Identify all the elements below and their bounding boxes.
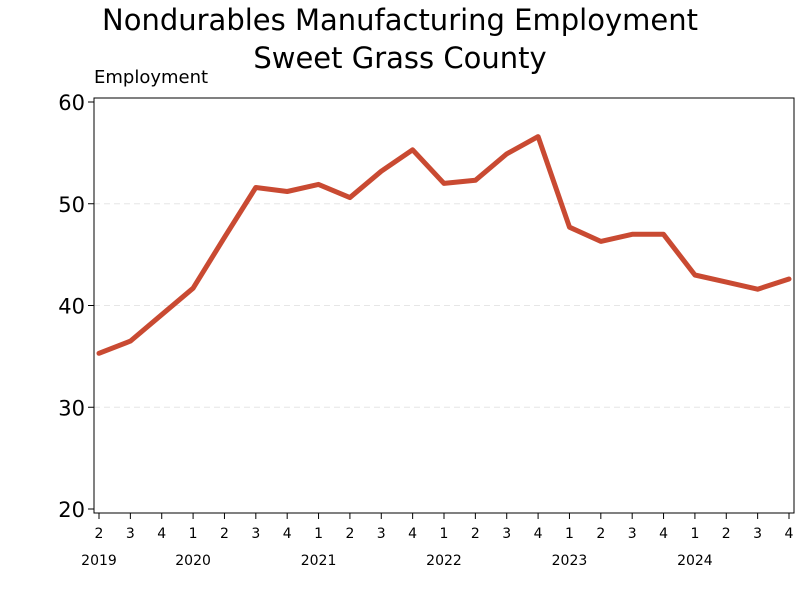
x-tick-label-quarter: 3 <box>251 526 260 542</box>
x-tick-label-quarter: 3 <box>377 526 386 542</box>
x-tick-label-quarter: 4 <box>408 526 417 542</box>
data-point <box>349 197 351 199</box>
data-point <box>568 226 570 228</box>
x-tick-label-quarter: 2 <box>722 526 731 542</box>
x-tick-label-quarter: 2 <box>345 526 354 542</box>
x-tick-label-quarter: 1 <box>440 526 449 542</box>
data-point <box>129 340 131 342</box>
x-tick-label-quarter: 2 <box>95 526 104 542</box>
x-tick-label-year: 2020 <box>175 553 211 569</box>
x-tick-label-quarter: 3 <box>502 526 511 542</box>
x-tick-label-quarter: 1 <box>314 526 323 542</box>
x-tick-label-year: 2021 <box>301 553 337 569</box>
x-tick-label-quarter: 1 <box>565 526 574 542</box>
x-tick-label-quarter: 4 <box>659 526 668 542</box>
y-axis: 20 30 40 50 60 <box>58 91 94 522</box>
x-tick-label-quarter: 3 <box>753 526 762 542</box>
data-point <box>98 352 100 354</box>
data-point <box>255 186 257 188</box>
x-axis: 2 3 4 1 2 3 4 1 2 3 4 1 2 3 4 1 2 3 4 1 2 3 4 2019 2020 2021 2022 2… <box>81 513 794 569</box>
x-tick-label-quarter: 3 <box>126 526 135 542</box>
data-point <box>757 288 759 290</box>
data-point <box>443 182 445 184</box>
data-point <box>788 278 790 280</box>
data-point <box>631 233 633 235</box>
data-point <box>506 153 508 155</box>
gridlines <box>94 203 794 408</box>
x-tick-label-quarter: 3 <box>628 526 637 542</box>
x-tick-label-quarter: 4 <box>283 526 292 542</box>
data-point <box>694 274 696 276</box>
x-tick-label-quarter: 4 <box>534 526 543 542</box>
y-tick-label: 60 <box>58 91 85 115</box>
x-tick-label-quarter: 4 <box>785 526 794 542</box>
x-tick-label-quarter: 2 <box>596 526 605 542</box>
data-point <box>286 191 288 193</box>
data-point <box>537 136 539 138</box>
chart-subtitle: Sweet Grass County <box>253 41 547 75</box>
data-point <box>600 240 602 242</box>
x-tick-label-year: 2019 <box>81 553 117 569</box>
data-point <box>223 236 225 238</box>
x-tick-label-year: 2024 <box>677 553 713 569</box>
x-tick-label-quarter: 2 <box>220 526 229 542</box>
series-line <box>96 134 792 356</box>
data-point <box>192 287 194 289</box>
data-point <box>663 233 665 235</box>
series-layer <box>96 134 792 356</box>
data-point <box>725 281 727 283</box>
y-tick-label: 50 <box>58 193 85 217</box>
x-tick-label-quarter: 2 <box>471 526 480 542</box>
x-tick-label-year: 2022 <box>426 553 462 569</box>
data-point <box>412 149 414 151</box>
data-point <box>318 183 320 185</box>
x-tick-label-quarter: 1 <box>189 526 198 542</box>
y-tick-label: 30 <box>58 396 85 420</box>
chart-title: Nondurables Manufacturing Employment <box>102 3 698 37</box>
data-point <box>161 314 163 316</box>
x-tick-label-quarter: 4 <box>157 526 166 542</box>
data-point <box>380 170 382 172</box>
x-tick-label-quarter: 1 <box>690 526 699 542</box>
data-point <box>474 179 476 181</box>
y-axis-label: Employment <box>94 67 209 88</box>
y-tick-label: 20 <box>58 498 85 522</box>
x-tick-label-year: 2023 <box>552 553 588 569</box>
y-tick-label: 40 <box>58 295 85 319</box>
